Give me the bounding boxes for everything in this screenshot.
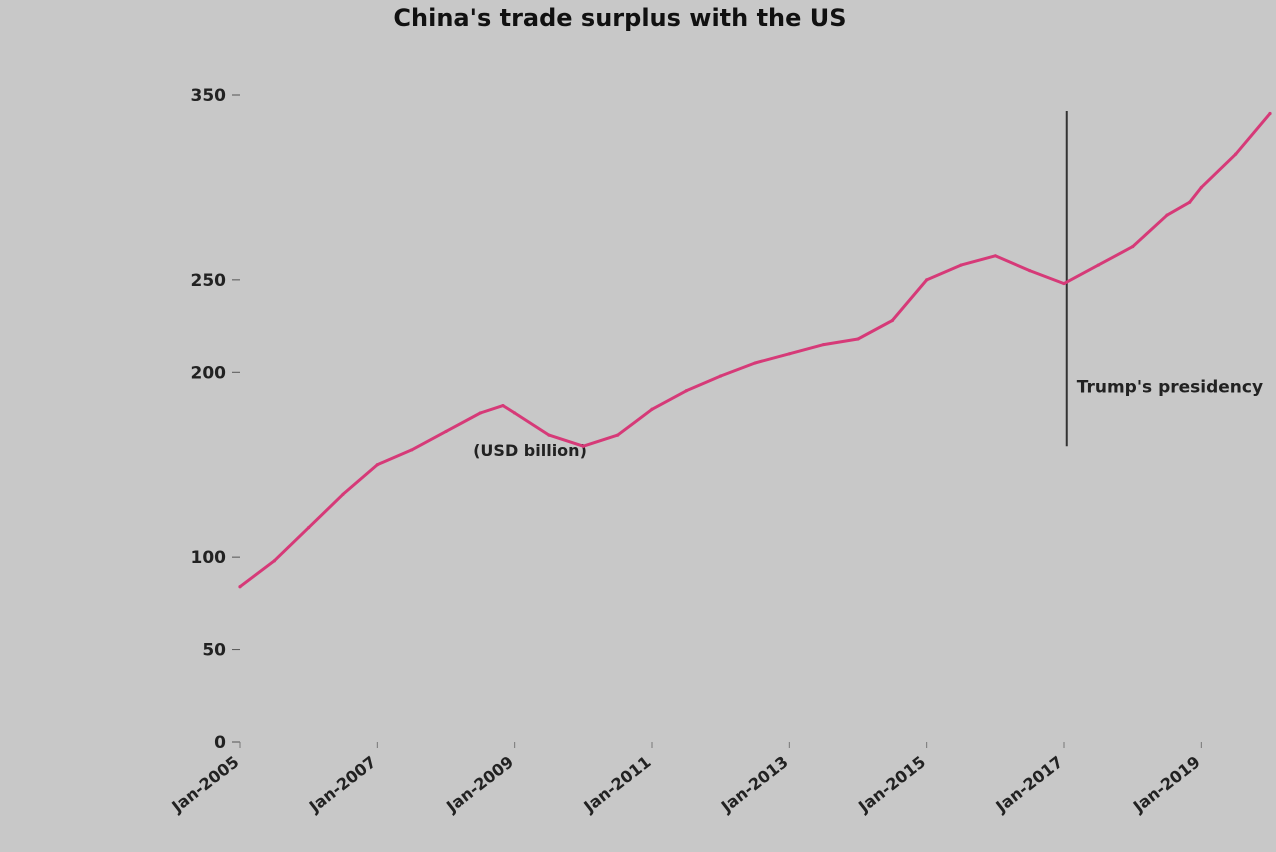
series-group xyxy=(238,111,1272,589)
data-point xyxy=(890,318,894,323)
data-point xyxy=(1268,111,1272,116)
data-point xyxy=(444,429,448,434)
data-point xyxy=(1062,281,1066,286)
data-point xyxy=(787,352,791,356)
x-tick-label: Jan-2009 xyxy=(442,752,517,816)
x-tick-label: Jan-2019 xyxy=(1129,752,1204,816)
data-point xyxy=(341,492,345,496)
data-point xyxy=(501,403,505,408)
data-point xyxy=(375,463,379,467)
data-point xyxy=(1234,152,1238,156)
data-point xyxy=(1028,269,1032,273)
x-tick-label: Jan-2011 xyxy=(579,752,654,816)
data-point xyxy=(925,278,929,282)
data-point xyxy=(856,337,860,341)
y-tick-label: 50 xyxy=(202,641,226,661)
data-point xyxy=(753,361,757,365)
x-axis: Jan-2005 Jan-2007 Jan-2009 Jan-2011 Jan-2013… xyxy=(167,742,1204,817)
data-point xyxy=(410,448,414,452)
y-tick-label: 0 xyxy=(214,733,226,753)
data-point xyxy=(478,411,482,415)
series-line xyxy=(238,112,1272,589)
data-point xyxy=(1188,200,1192,204)
data-point xyxy=(616,433,620,437)
y-tick-label: 100 xyxy=(191,548,227,568)
presidency-annotation: Trump's presidency xyxy=(1077,377,1263,397)
data-point xyxy=(650,407,654,411)
y-axis-label: (USD billion) xyxy=(473,441,587,460)
data-point xyxy=(959,263,963,267)
y-tick-label: 250 xyxy=(191,271,227,291)
data-point xyxy=(1165,213,1169,217)
y-tick-label: 350 xyxy=(191,86,227,106)
data-point xyxy=(1096,263,1100,267)
y-axis: 0 50 100 200 250 350 xyxy=(191,86,240,753)
x-tick-label: Jan-2013 xyxy=(717,752,792,816)
data-point xyxy=(684,389,688,393)
y-tick-label: 200 xyxy=(191,363,227,383)
data-point xyxy=(513,411,517,415)
data-point xyxy=(272,559,276,563)
x-tick-label: Jan-2015 xyxy=(854,752,929,816)
data-point xyxy=(581,444,585,448)
data-point xyxy=(719,374,723,378)
chart-title: China's trade surplus with the US xyxy=(393,4,846,32)
data-point xyxy=(993,254,997,258)
x-tick-label: Jan-2007 xyxy=(305,752,380,816)
data-point xyxy=(307,525,311,530)
x-tick-label: Jan-2005 xyxy=(167,752,242,816)
data-point xyxy=(547,433,551,437)
data-point xyxy=(1131,244,1135,249)
data-point xyxy=(822,342,826,347)
data-point xyxy=(238,585,242,589)
data-point xyxy=(1199,185,1203,190)
x-tick-label: Jan-2017 xyxy=(991,752,1066,816)
